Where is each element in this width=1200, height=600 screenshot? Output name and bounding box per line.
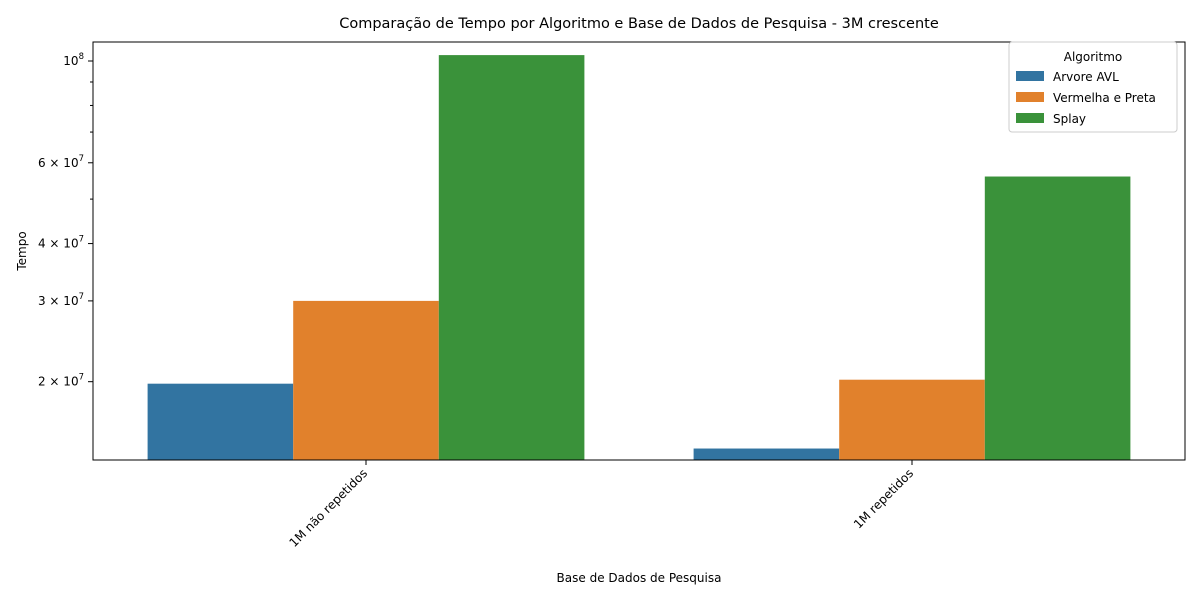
legend-swatch — [1016, 71, 1044, 81]
legend-label: Vermelha e Preta — [1053, 91, 1156, 105]
y-axis-label: Tempo — [15, 231, 29, 271]
y-tick-label: 4 × 107 — [38, 235, 84, 251]
legend-box — [1008, 41, 1178, 133]
legend: Algoritmo Arvore AVL Vermelha e Preta Spla… — [1008, 41, 1178, 133]
y-tick-label: 3 × 107 — [38, 292, 84, 308]
legend-title: Algoritmo — [1064, 50, 1123, 64]
x-tick-label: 1M não repetidos — [287, 466, 371, 550]
bar — [147, 383, 294, 460]
bars-layer — [147, 55, 1131, 460]
legend-label: Splay — [1053, 112, 1086, 126]
plot-frame — [92, 41, 1186, 461]
y-axis: 2 × 107 3 × 107 4 × 107 6 × 107 108 — [38, 52, 93, 389]
bar — [693, 448, 840, 460]
bar — [438, 55, 585, 460]
bar — [839, 379, 985, 460]
x-axis-label: Base de Dados de Pesquisa — [557, 571, 722, 585]
legend-label: Arvore AVL — [1053, 70, 1119, 84]
legend-swatch — [1016, 113, 1044, 123]
y-tick-label: 6 × 107 — [38, 154, 84, 170]
y-tick-label: 2 × 107 — [38, 373, 84, 389]
bar — [293, 300, 439, 460]
chart-title: Comparação de Tempo por Algoritmo e Base… — [339, 16, 939, 32]
bar — [984, 176, 1131, 460]
x-axis: 1M não repetidos 1M repetidos — [287, 460, 916, 550]
x-tick-label: 1M repetidos — [851, 466, 916, 531]
legend-swatch — [1016, 92, 1044, 102]
y-tick-label: 108 — [63, 52, 84, 68]
